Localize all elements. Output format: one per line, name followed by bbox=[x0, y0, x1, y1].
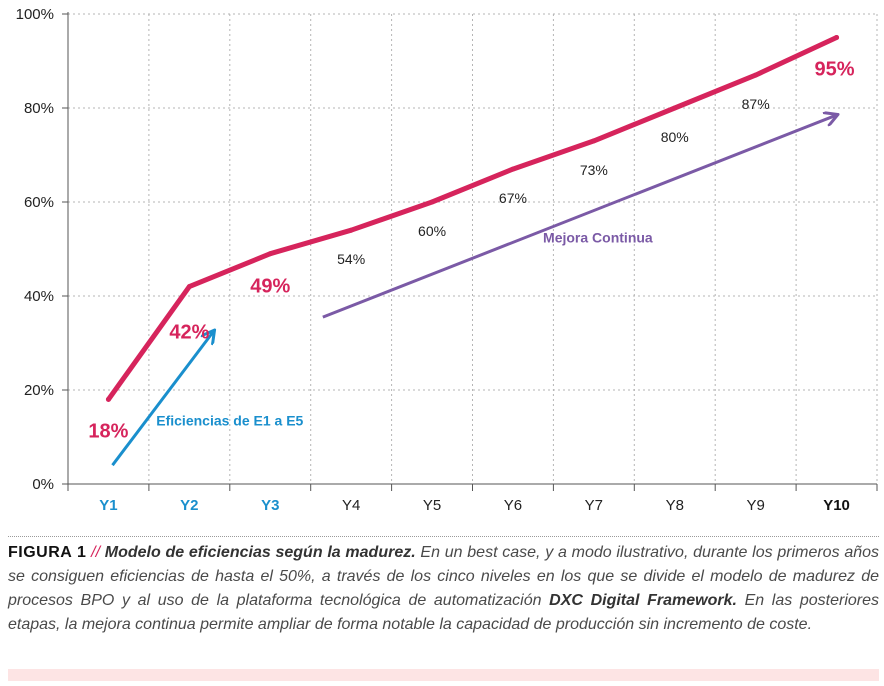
data-point bbox=[267, 251, 273, 257]
data-label: 49% bbox=[250, 276, 290, 298]
grid bbox=[68, 13, 878, 484]
efficiency-chart: 0%20%40%60%80%100%Y1 Y2 Y3 Y4 Y5 Y6 Y7 Y8 Y9 Y10 … bbox=[16, 6, 878, 514]
data-labels: 18% 42% 49% 54% 60% 67% 73% 80% 87% 95% bbox=[88, 59, 854, 443]
data-point bbox=[429, 199, 435, 205]
data-label: 95% bbox=[815, 59, 855, 81]
figure-title: Modelo de eficiencias según la madurez. bbox=[104, 544, 416, 561]
continuous-improvement-arrow bbox=[322, 115, 837, 319]
data-point bbox=[753, 72, 759, 78]
data-label: 87% bbox=[742, 96, 770, 112]
x-tick-label: Y2 bbox=[180, 497, 198, 514]
data-point bbox=[186, 284, 192, 290]
x-tick-label: Y7 bbox=[585, 497, 603, 514]
x-tick-label: Y3 bbox=[261, 497, 279, 514]
caption-divider bbox=[8, 536, 879, 537]
caption-text: FIGURA 1 // Modelo de eficiencias según … bbox=[8, 537, 879, 637]
caption-body-1: En un best case, y a modo ilustrativo, d… bbox=[8, 544, 880, 609]
figure-caption: FIGURA 1 // Modelo de eficiencias según … bbox=[8, 537, 879, 637]
data-label: 60% bbox=[418, 223, 446, 239]
efficiency-annotation-label: Eficiencias de E1 a E5 bbox=[156, 413, 303, 429]
y-tick-label: 60% bbox=[24, 194, 54, 211]
series bbox=[105, 35, 840, 402]
y-tick-label: 100% bbox=[16, 6, 54, 23]
annotations: Eficiencias de E1 a E5 Mejora Continua bbox=[111, 115, 837, 467]
data-label: 18% bbox=[88, 420, 128, 442]
figure-label: FIGURA 1 bbox=[8, 544, 87, 561]
data-point bbox=[510, 166, 516, 172]
data-point bbox=[834, 35, 840, 40]
continuous-improvement-label: Mejora Continua bbox=[543, 229, 653, 245]
data-label: 73% bbox=[580, 162, 608, 178]
y-tick-label: 20% bbox=[24, 382, 54, 399]
x-tick-label: Y6 bbox=[504, 497, 522, 514]
y-tick-label: 40% bbox=[24, 288, 54, 305]
data-point bbox=[105, 396, 111, 402]
y-tick-label: 80% bbox=[24, 100, 54, 117]
data-label: 42% bbox=[169, 322, 209, 344]
caption-brand: DXC Digital Framework. bbox=[549, 592, 737, 609]
data-point bbox=[672, 105, 678, 111]
x-tick-label: Y10 bbox=[823, 497, 850, 514]
y-tick-label: 0% bbox=[32, 476, 54, 493]
data-label: 67% bbox=[499, 190, 527, 206]
axes: 0% 20% 40% 60% 80% 100% Y1 Y2 Y3 Y4 Y5 Y6 Y7 Y8 Y9 Y10 bbox=[16, 6, 878, 514]
x-tick-label: Y8 bbox=[666, 497, 684, 514]
efficiency-arrow bbox=[111, 331, 213, 467]
data-point bbox=[348, 227, 354, 233]
x-tick-label: Y4 bbox=[342, 497, 360, 514]
caption-separator: // bbox=[91, 544, 101, 561]
bottom-band bbox=[8, 669, 879, 681]
caption-body-2: En las posteriores etapas, la mejora con… bbox=[8, 592, 880, 633]
x-tick-label: Y1 bbox=[99, 497, 117, 514]
x-tick-label: Y9 bbox=[746, 497, 764, 514]
data-label: 80% bbox=[661, 129, 689, 145]
x-tick-label: Y5 bbox=[423, 497, 441, 514]
data-point bbox=[591, 138, 597, 144]
data-label: 54% bbox=[337, 251, 365, 267]
series-line bbox=[105, 35, 840, 402]
